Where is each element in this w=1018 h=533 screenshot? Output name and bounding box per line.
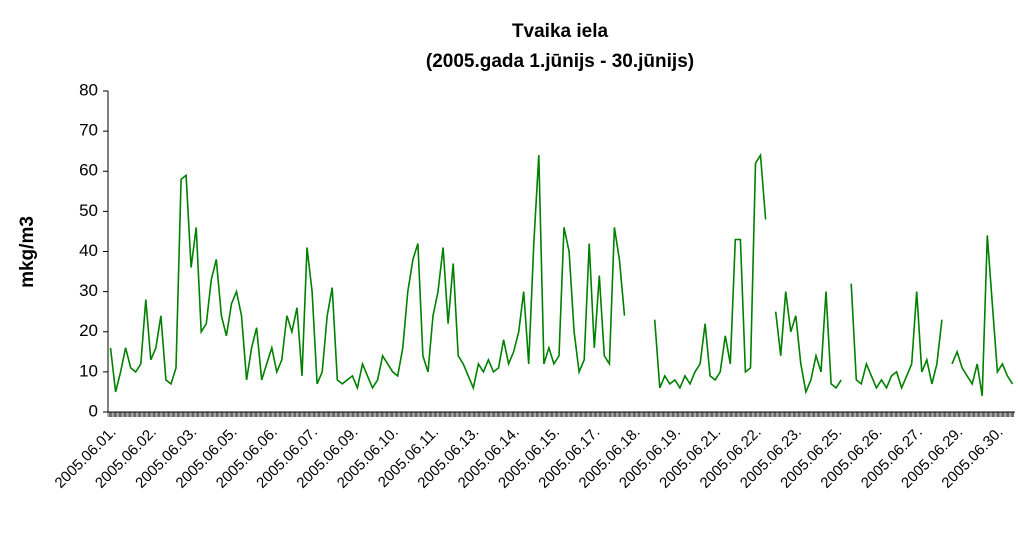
y-tick-label: 60: [79, 161, 98, 180]
y-tick-label: 70: [79, 121, 98, 140]
y-tick-label: 0: [89, 401, 98, 420]
y-axis-label: mkg/m3: [17, 216, 38, 288]
y-tick-label: 10: [79, 361, 98, 380]
y-tick-label: 30: [79, 281, 98, 300]
line-series: [850, 283, 943, 391]
y-tick-label: 50: [79, 201, 98, 220]
line-series: [774, 291, 842, 395]
chart-title: Tvaika iela: [512, 21, 609, 42]
y-tick-label: 40: [79, 241, 98, 260]
y-tick-label: 20: [79, 321, 98, 340]
line-series: [109, 155, 626, 393]
y-tick-label: 80: [79, 80, 98, 99]
line-series: [653, 152, 767, 390]
chart-subtitle: (2005.gada 1.jūnijs - 30.jūnijs): [426, 51, 694, 72]
line-series: [951, 235, 1014, 397]
